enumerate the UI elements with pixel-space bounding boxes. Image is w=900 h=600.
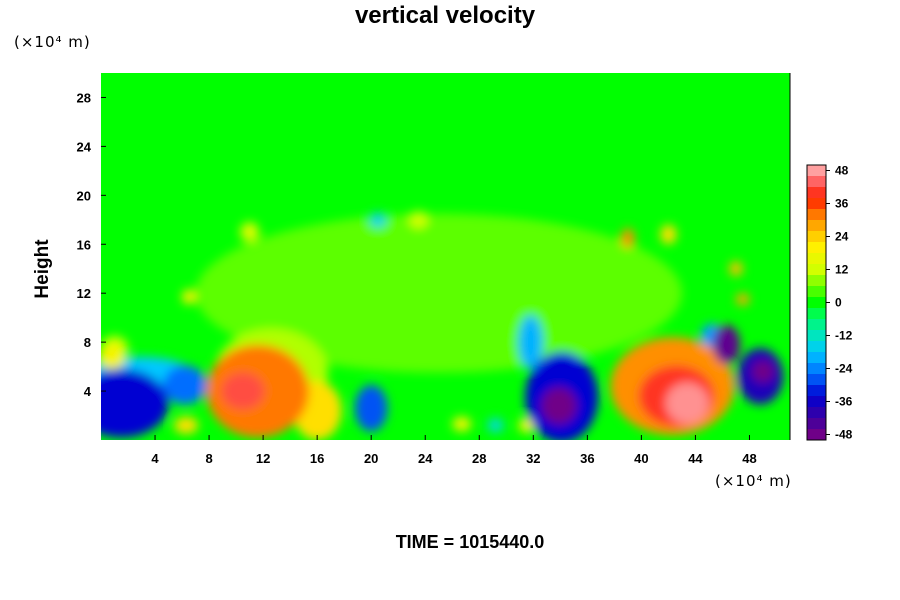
colorbar-tick-label: -36 — [835, 395, 853, 409]
chart-title: vertical velocity — [354, 2, 536, 29]
colorbar-segment — [807, 187, 826, 199]
colorbar-segment — [807, 396, 826, 408]
colorbar-segment — [807, 286, 826, 298]
velocity-feature — [712, 325, 741, 365]
colorbar-segment — [807, 352, 826, 364]
velocity-feature — [163, 365, 207, 405]
velocity-feature — [221, 372, 265, 410]
velocity-feature — [101, 344, 126, 370]
x-tick-label: 16 — [310, 451, 324, 466]
x-tick-label: 40 — [634, 451, 648, 466]
x-axis-unit: (×10⁴ m) — [715, 472, 792, 490]
velocity-feature — [729, 261, 743, 277]
colorbar-segment — [807, 253, 826, 265]
velocity-feature — [452, 416, 472, 432]
colorbar-tick-label: -48 — [835, 428, 853, 442]
colorbar-segment — [807, 385, 826, 397]
colorbar: 48 36 24 12 0 -12 -24 -36 -48 — [806, 164, 853, 442]
velocity-feature — [101, 369, 169, 438]
x-tick-label: 36 — [580, 451, 594, 466]
x-tick-label: 24 — [418, 451, 433, 466]
colorbar-segment — [807, 363, 826, 375]
y-tick-label: 8 — [84, 335, 91, 350]
colorbar-segment — [807, 429, 826, 441]
velocity-feature — [354, 384, 388, 432]
colorbar-segment — [807, 242, 826, 254]
y-tick-label: 16 — [77, 237, 91, 252]
x-tick-label: 20 — [364, 451, 378, 466]
colorbar-segment — [807, 198, 826, 210]
velocity-feature — [621, 228, 635, 248]
colorbar-segment — [807, 264, 826, 276]
velocity-feature — [752, 360, 774, 383]
colorbar-segment — [807, 330, 826, 342]
x-tick-label: 48 — [742, 451, 756, 466]
y-tick-label: 20 — [77, 188, 91, 203]
x-tick-label: 32 — [526, 451, 540, 466]
colorbar-segment — [807, 220, 826, 232]
colorbar-tick-label: 36 — [835, 197, 849, 211]
time-label: TIME = 1015440.0 — [395, 532, 545, 552]
velocity-feature — [518, 417, 535, 433]
colorbar-segment — [807, 275, 826, 287]
velocity-feature — [518, 315, 543, 370]
y-tick-label: 28 — [77, 90, 91, 105]
colorbar-segment — [807, 319, 826, 331]
x-tick-label: 44 — [688, 451, 703, 466]
y-tick-label: 12 — [77, 286, 91, 301]
velocity-feature — [240, 222, 260, 242]
velocity-feature — [195, 213, 682, 373]
contour-features — [101, 211, 784, 440]
x-tick-label: 28 — [472, 451, 486, 466]
colorbar-segment — [807, 418, 826, 430]
colorbar-tick-label: -24 — [835, 362, 853, 376]
x-tick-label: 12 — [256, 451, 270, 466]
colorbar-tick-label: 12 — [835, 263, 849, 277]
velocity-feature — [173, 416, 199, 434]
colorbar-segment — [807, 297, 826, 309]
colorbar-tick-label: -12 — [835, 329, 853, 343]
y-tick-label: 24 — [77, 139, 92, 154]
y-tick-label: 4 — [84, 384, 92, 399]
colorbar-segment — [807, 308, 826, 320]
colorbar-segment — [807, 165, 826, 177]
velocity-feature — [182, 289, 196, 305]
velocity-feature — [409, 211, 428, 229]
colorbar-segment — [807, 176, 826, 188]
velocity-feature — [660, 224, 677, 245]
colorbar-segment — [807, 341, 826, 353]
x-tick-label: 8 — [205, 451, 212, 466]
colorbar-tick-label: 0 — [835, 296, 842, 310]
colorbar-segment — [807, 407, 826, 419]
colorbar-tick-label: 48 — [835, 164, 849, 178]
colorbar-segment — [807, 374, 826, 386]
x-tick-label: 4 — [151, 451, 159, 466]
y-axis-unit: (×10⁴ m) — [14, 33, 91, 51]
velocity-feature — [665, 382, 709, 425]
velocity-feature — [369, 212, 387, 228]
velocity-feature — [541, 387, 577, 425]
colorbar-segment — [807, 231, 826, 243]
colorbar-segment — [807, 209, 826, 221]
velocity-feature — [487, 417, 504, 433]
colorbar-tick-label: 24 — [835, 230, 849, 244]
velocity-feature — [735, 293, 750, 306]
